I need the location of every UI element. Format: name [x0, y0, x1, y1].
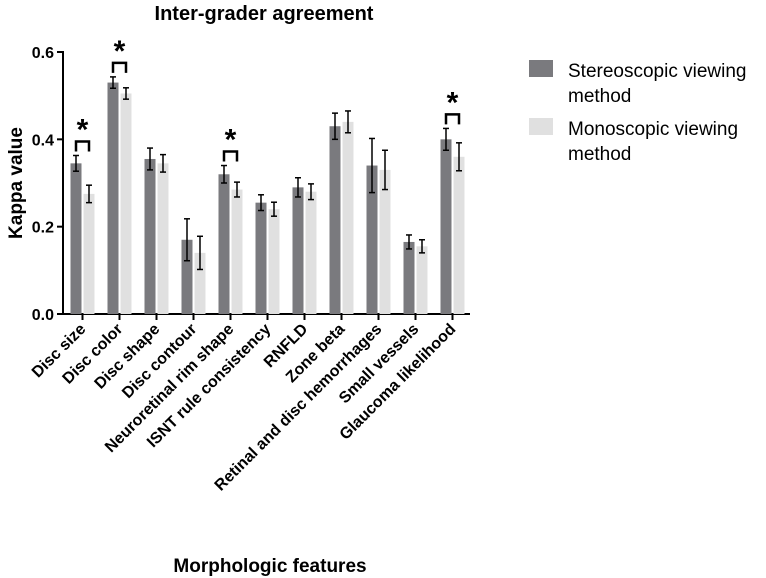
significance-bracket [222, 150, 239, 162]
bar [70, 163, 82, 314]
bar [194, 252, 206, 314]
legend-swatch [529, 60, 553, 77]
y-tick-label: 0.6 [32, 45, 54, 62]
bar [292, 187, 304, 314]
chart-title: Inter-grader agreement [155, 3, 374, 25]
bar [416, 246, 428, 314]
bar [218, 174, 230, 314]
significance-bracket [111, 61, 128, 73]
bar [181, 239, 193, 314]
bar [440, 139, 452, 314]
bar [255, 202, 267, 314]
legend-label: Stereoscopic viewing method [568, 61, 746, 107]
legend-swatch [529, 118, 553, 135]
bar [83, 193, 95, 314]
significance-star: * [447, 86, 459, 119]
bar [231, 189, 243, 314]
bar [379, 169, 391, 314]
bar [305, 191, 317, 314]
significance-bracket [74, 140, 91, 152]
x-axis-title: Morphologic features [173, 556, 366, 577]
bar [144, 158, 156, 314]
bar [453, 156, 465, 314]
y-axis-title: Kappa value [6, 127, 27, 239]
significance-bracket [444, 113, 461, 125]
significance-star: * [225, 124, 237, 157]
y-tick-label: 0.4 [32, 132, 54, 149]
legend-label: Monoscopic viewing method [568, 119, 738, 165]
y-tick-label: 0.2 [32, 220, 54, 237]
y-tick-label: 0.0 [32, 307, 54, 324]
bar [268, 209, 280, 314]
bar [403, 241, 415, 314]
significance-star: * [77, 113, 89, 146]
bar [342, 121, 354, 314]
bar [329, 126, 341, 314]
bar [366, 165, 378, 314]
legend: Stereoscopic viewing method Monoscopic vie… [529, 60, 746, 165]
bar [120, 93, 132, 314]
significance-star: * [114, 35, 126, 68]
bar [157, 163, 169, 314]
bar [107, 82, 119, 314]
